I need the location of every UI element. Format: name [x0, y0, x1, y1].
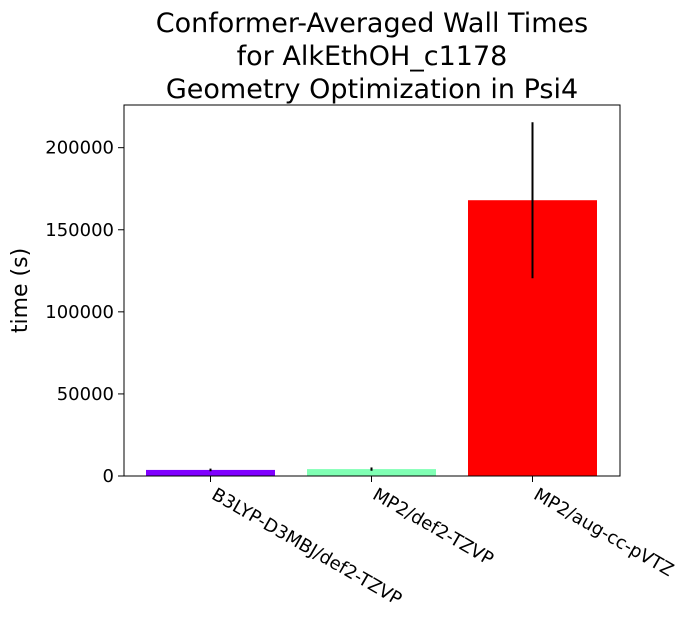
x-tick-label: MP2/def2-TZVP	[369, 484, 497, 570]
bar	[146, 469, 275, 476]
chart-title-line: for AlkEthOH_c1178	[237, 41, 508, 72]
bars-group	[146, 200, 597, 476]
y-tick-label: 100000	[45, 302, 114, 323]
y-axis-ticks: 0 50000 100000 150000 200000	[45, 138, 124, 487]
error-bars-group	[209, 122, 534, 472]
chart-title-line: Geometry Optimization in Psi4	[166, 74, 578, 105]
y-tick-label: 200000	[45, 138, 114, 159]
y-tick-label: 0	[103, 466, 114, 487]
bar	[307, 469, 436, 476]
chart-title-line: Conformer-Averaged Wall Times	[156, 8, 588, 39]
y-axis-label: time (s)	[8, 248, 33, 333]
y-tick-label: 50000	[57, 384, 114, 405]
y-tick-label: 150000	[45, 220, 114, 241]
x-tick-label: MP2/aug-cc-pVTZ	[530, 484, 677, 581]
